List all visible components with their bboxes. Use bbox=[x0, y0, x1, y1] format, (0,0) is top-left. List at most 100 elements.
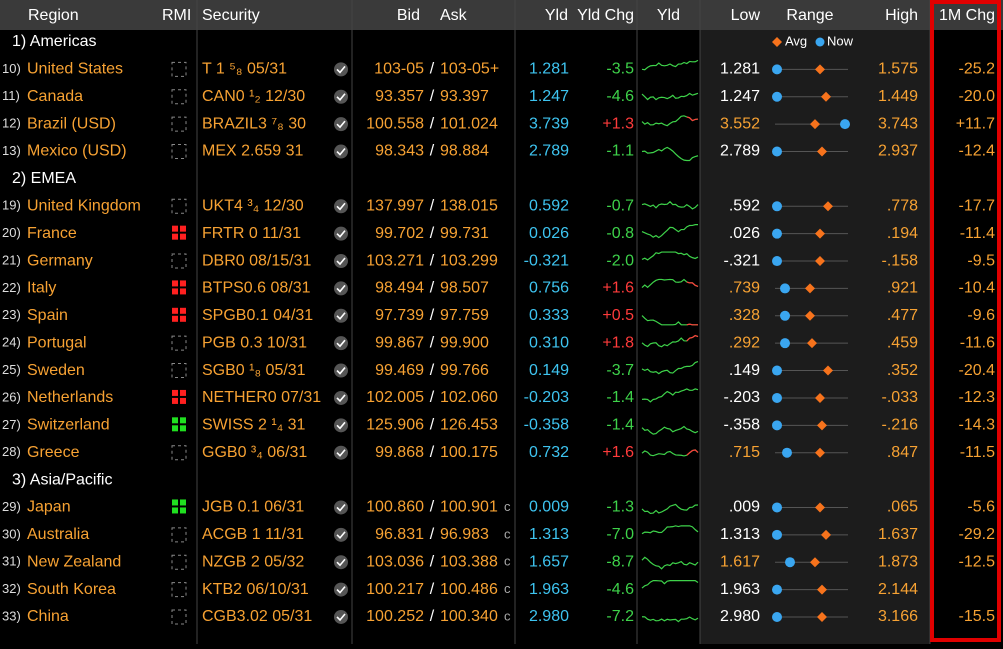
rmi-indicator bbox=[180, 233, 186, 240]
check-mark bbox=[336, 65, 346, 74]
bid: 100.252 bbox=[366, 608, 424, 625]
header-region[interactable]: Region bbox=[28, 7, 79, 24]
range-now bbox=[772, 584, 782, 595]
yld: 2.980 bbox=[529, 608, 569, 625]
security: ACGB 1 11/31 bbox=[202, 526, 304, 543]
yld: 0.592 bbox=[529, 197, 569, 214]
rmi-empty bbox=[171, 335, 187, 351]
header-range[interactable]: Range bbox=[786, 7, 833, 24]
range-now bbox=[772, 91, 782, 102]
yld-chg: -0.7 bbox=[606, 197, 634, 214]
region: Spain bbox=[27, 307, 68, 324]
rmi-indicator bbox=[180, 417, 186, 424]
security: BTPS0.6 08/31 bbox=[202, 280, 311, 297]
header-rmi[interactable]: RMI bbox=[162, 7, 191, 24]
range-panel bbox=[700, 30, 930, 644]
low: 1.313 bbox=[720, 526, 760, 543]
range-avg bbox=[815, 447, 825, 458]
header-ask[interactable]: Ask bbox=[440, 7, 468, 24]
row-number: 10) bbox=[2, 61, 21, 76]
header-1m-chg[interactable]: 1M Chg bbox=[939, 7, 995, 24]
yld: 1.657 bbox=[529, 553, 569, 570]
row-number: 23) bbox=[2, 307, 21, 322]
row-number: 11) bbox=[2, 88, 20, 103]
yld: 0.756 bbox=[529, 280, 569, 297]
check-icon bbox=[334, 117, 348, 132]
row-number: 22) bbox=[2, 280, 21, 295]
slash: / bbox=[430, 444, 435, 461]
range-avg bbox=[810, 119, 820, 130]
yld-chg: -1.3 bbox=[606, 499, 634, 516]
header-yld[interactable]: Yld bbox=[545, 7, 568, 24]
flag: c bbox=[504, 499, 511, 514]
rmi-indicator bbox=[172, 425, 178, 432]
row-number: 19) bbox=[2, 198, 21, 213]
high: -.158 bbox=[882, 252, 919, 269]
yld-chg: -3.7 bbox=[606, 362, 634, 379]
check-icon bbox=[334, 418, 348, 433]
bid: 125.906 bbox=[366, 417, 424, 434]
yld-chg: -7.0 bbox=[606, 526, 634, 543]
chg-1m: -10.4 bbox=[959, 280, 996, 297]
low: -.321 bbox=[724, 252, 761, 269]
check-icon bbox=[334, 527, 348, 542]
rmi-indicator bbox=[172, 417, 178, 424]
bid: 100.558 bbox=[366, 115, 424, 132]
range-now bbox=[772, 392, 782, 403]
header-bid[interactable]: Bid bbox=[397, 7, 420, 24]
rmi-indicator bbox=[180, 499, 186, 506]
low: .328 bbox=[729, 307, 760, 324]
high: .778 bbox=[887, 197, 918, 214]
chg-1m: -29.2 bbox=[959, 526, 996, 543]
header-high[interactable]: High bbox=[885, 7, 918, 24]
chg-1m: -15.5 bbox=[959, 608, 996, 625]
range-avg bbox=[817, 146, 827, 157]
rmi-indicator bbox=[172, 389, 178, 396]
yld-chg: -4.6 bbox=[606, 88, 634, 105]
slash: / bbox=[430, 307, 435, 324]
ask: 100.175 bbox=[440, 444, 498, 461]
slash: / bbox=[430, 526, 435, 543]
low: 1.617 bbox=[720, 553, 760, 570]
range-now bbox=[772, 201, 782, 212]
region: Italy bbox=[27, 280, 56, 297]
bid: 103.271 bbox=[366, 252, 424, 269]
security: NETHER0 07/31 bbox=[202, 389, 321, 406]
rmi-indicator bbox=[172, 233, 178, 240]
legend-now: Now bbox=[827, 33, 854, 48]
rmi-indicator bbox=[180, 280, 186, 287]
header-yld-chart[interactable]: Yld bbox=[657, 7, 680, 24]
bid: 100.217 bbox=[366, 581, 424, 598]
rmi-indicator bbox=[180, 389, 186, 396]
ask: 98.884 bbox=[440, 143, 489, 160]
yld-sparkline-tail bbox=[686, 116, 699, 122]
check-mark bbox=[336, 613, 346, 622]
yld: 2.789 bbox=[529, 143, 569, 160]
row-number: 30) bbox=[2, 526, 21, 541]
header-yld-chg[interactable]: Yld Chg bbox=[577, 7, 634, 24]
yld-sparkline bbox=[641, 200, 699, 210]
ask: 102.060 bbox=[440, 389, 498, 406]
low: 1.247 bbox=[720, 88, 760, 105]
range-avg bbox=[805, 310, 815, 321]
chg-1m: -5.6 bbox=[967, 499, 995, 516]
row-number: 12) bbox=[2, 116, 21, 131]
group-label: 1) Americas bbox=[12, 33, 96, 50]
rmi-empty bbox=[171, 554, 187, 570]
header-low[interactable]: Low bbox=[731, 7, 761, 24]
now-marker bbox=[815, 37, 825, 47]
chg-1m: -20.4 bbox=[959, 362, 996, 379]
ask: 126.453 bbox=[440, 417, 498, 434]
security: SPGB0.1 04/31 bbox=[202, 307, 313, 324]
check-icon bbox=[334, 308, 348, 323]
row-number: 13) bbox=[2, 143, 21, 158]
region: China bbox=[27, 608, 69, 625]
header-bar bbox=[0, 0, 1003, 30]
header-security[interactable]: Security bbox=[202, 7, 260, 24]
rmi-indicator bbox=[180, 307, 186, 314]
yld-sparkline-tail bbox=[686, 334, 699, 342]
range-avg bbox=[805, 283, 815, 294]
region: United Kingdom bbox=[27, 197, 141, 214]
slash: / bbox=[430, 61, 435, 78]
slash: / bbox=[430, 143, 435, 160]
